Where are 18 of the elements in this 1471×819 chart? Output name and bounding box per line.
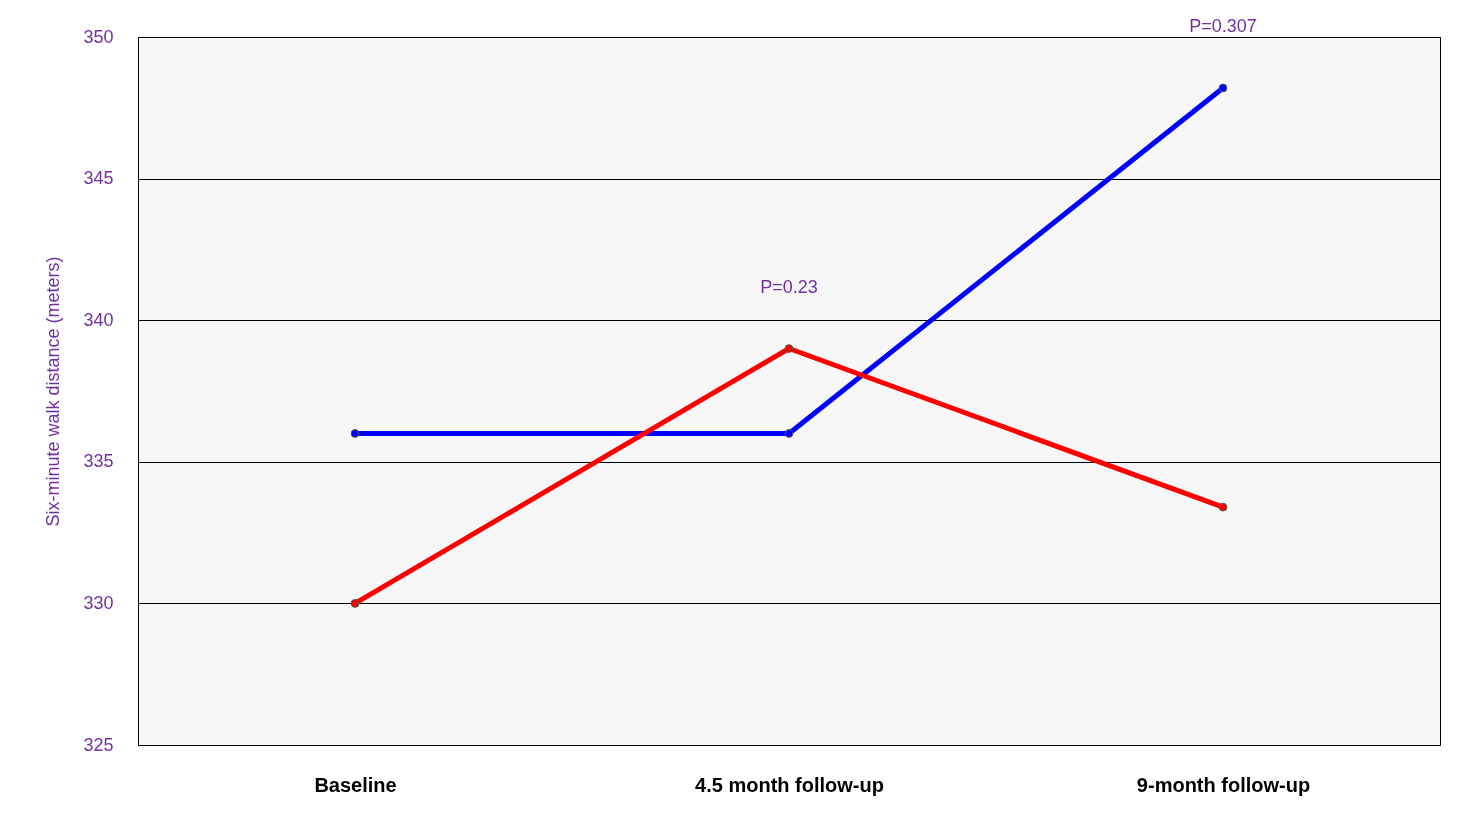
x-tick-label: Baseline xyxy=(314,773,397,796)
y-tick-label: 330 xyxy=(83,592,114,613)
y-tick-label: 340 xyxy=(83,309,114,330)
point xyxy=(350,599,360,608)
point xyxy=(1218,502,1228,512)
annotation: P=0.307 xyxy=(1189,15,1257,36)
y-axis-title: Six-minute walk distance (meters) xyxy=(43,256,64,527)
point xyxy=(1218,83,1228,93)
point xyxy=(784,344,794,353)
y-tick-label: 335 xyxy=(83,451,114,472)
annotation: P=0.23 xyxy=(760,276,818,297)
x-tick-label: 9-month follow-up xyxy=(1136,773,1311,796)
point xyxy=(784,429,794,438)
y-tick-label: 350 xyxy=(83,26,114,47)
y-tick-label: 325 xyxy=(83,734,114,755)
y-tick-label: 345 xyxy=(83,168,114,189)
point xyxy=(350,429,360,438)
x-tick-label: 4.5 month follow-up xyxy=(695,773,884,796)
